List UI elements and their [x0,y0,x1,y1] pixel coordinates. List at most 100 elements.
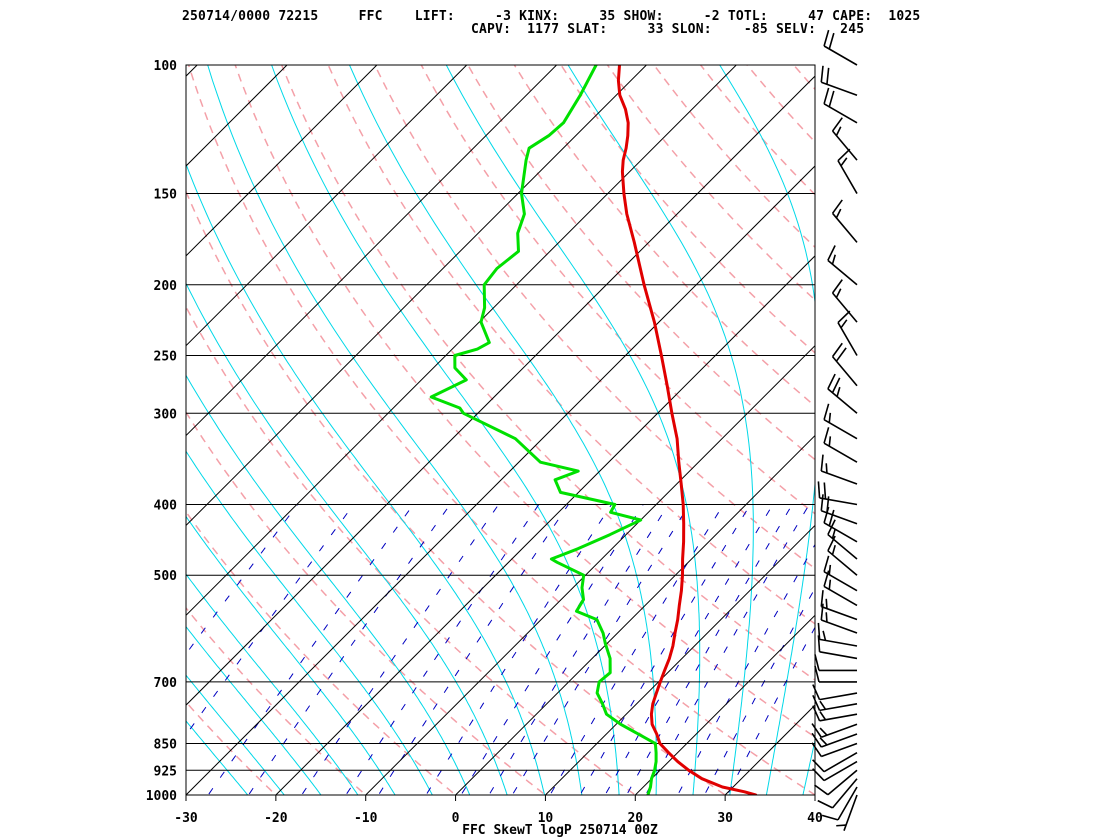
isotherm [186,65,647,527]
wind-barb [823,403,858,440]
mixing-ratio-line [726,626,815,795]
wind-barb-feather [831,117,843,132]
wind-barb-feather [831,528,836,539]
dry-adiabat [186,410,547,795]
wind-barb-staff [821,470,858,485]
wind-barb-feather [835,347,847,362]
wind-barb [817,778,858,809]
wind-barb-feather [820,590,824,607]
moist-adiabat [186,282,508,795]
moist-adiabat [186,674,285,795]
wind-barb-feather [817,799,833,809]
wind-barb-feather [814,784,829,796]
mixing-ratio-line [549,504,724,795]
wind-barb [827,535,858,576]
dry-adiabat [699,65,815,196]
wind-barb-feather [811,742,822,757]
wind-barb-feather [821,814,839,821]
pressure-tick-label: 1000 [146,789,177,804]
mixing-ratio-line [186,504,299,655]
isotherm [186,65,378,257]
wind-barb [811,732,858,748]
mixing-ratio-line [511,504,690,795]
wind-barb-feather [831,279,843,294]
wind-barb [820,454,858,485]
wind-barb-feather [819,737,828,746]
wind-barb [823,506,858,543]
wind-barb [831,342,858,387]
wind-barb-feather [828,412,832,423]
wind-barb-staff [831,778,858,809]
pressure-tick-label: 850 [154,737,178,752]
wind-barb-staff [823,442,858,463]
wind-barb-staff [823,103,858,124]
wind-barb-feather [812,695,821,711]
wind-barb [823,29,858,66]
wind-barb-feather [811,723,822,738]
dry-adiabat [872,49,1120,811]
dry-adiabat [420,65,815,515]
mixing-ratio-line [579,504,751,795]
wind-barb-staff [819,692,858,701]
wind-barb [823,427,858,463]
wind-barb-feather [823,403,830,420]
wind-barb-staff [831,130,858,161]
temperature-profile [616,65,758,795]
temperature-tick-label: -10 [354,811,378,826]
wind-barb [817,481,858,506]
wind-barbs [811,29,858,831]
wind-barb-feather [819,711,827,721]
mixing-ratio-line [345,504,540,795]
moist-adiabat [186,450,433,795]
wind-barb-feather [828,509,835,527]
isotherm [814,794,815,795]
wind-barb-feather [820,494,824,511]
mixing-ratio-line [247,504,451,795]
isotherm [455,434,815,795]
wind-barb-staff [821,605,858,621]
mixing-ratio-line [377,504,569,795]
moist-adiabat [349,65,657,795]
wind-barb [814,665,857,683]
wind-barb-staff [827,550,858,576]
wind-barb-staff [821,742,858,758]
moist-adiabat [802,738,815,795]
mixing-ratio-line [186,504,355,736]
wind-barb [820,590,858,621]
mixing-ratio-line [207,504,414,795]
wind-barb-feather [840,157,848,167]
wind-barb-feather [823,482,827,500]
wind-barb-staff [843,794,858,831]
mixing-ratio-line [301,504,500,795]
isotherm [186,65,557,437]
isotherm [186,65,288,167]
dry-adiabat [513,65,815,408]
wind-barb-staff [827,533,858,560]
wind-barb [814,654,857,672]
wind-barb [820,65,858,96]
moist-adiabat [186,515,396,795]
header-line-2: CAPV: 1177 SLAT: 33 SLON: -85 SELV: 245 [182,22,865,37]
wind-barb-staff [823,418,858,440]
temperature-tick-label: 0 [452,811,460,826]
mixing-ratio-line [626,504,793,795]
wind-barb-feather [823,29,830,47]
wind-barb-feather [840,319,848,329]
wind-barb-staff [823,760,858,782]
wind-barb-feather [812,684,821,700]
wind-barb-feather [827,535,836,552]
isotherm [186,75,815,706]
temperature-tick-label: 10 [538,811,554,826]
wind-barb-feather [814,665,820,683]
wind-barb-feather [823,427,830,444]
temperature-tick-label: 20 [627,811,643,826]
wind-barb-feather [819,727,828,736]
dry-adiabat [280,65,815,681]
moist-adiabat [719,65,815,795]
wind-barb [823,87,858,124]
moist-adiabat [186,162,546,795]
wind-barb-feather [825,463,828,474]
moist-adiabat [271,65,620,795]
wind-barb-feather [831,377,841,394]
wind-barb-feather [822,630,827,641]
